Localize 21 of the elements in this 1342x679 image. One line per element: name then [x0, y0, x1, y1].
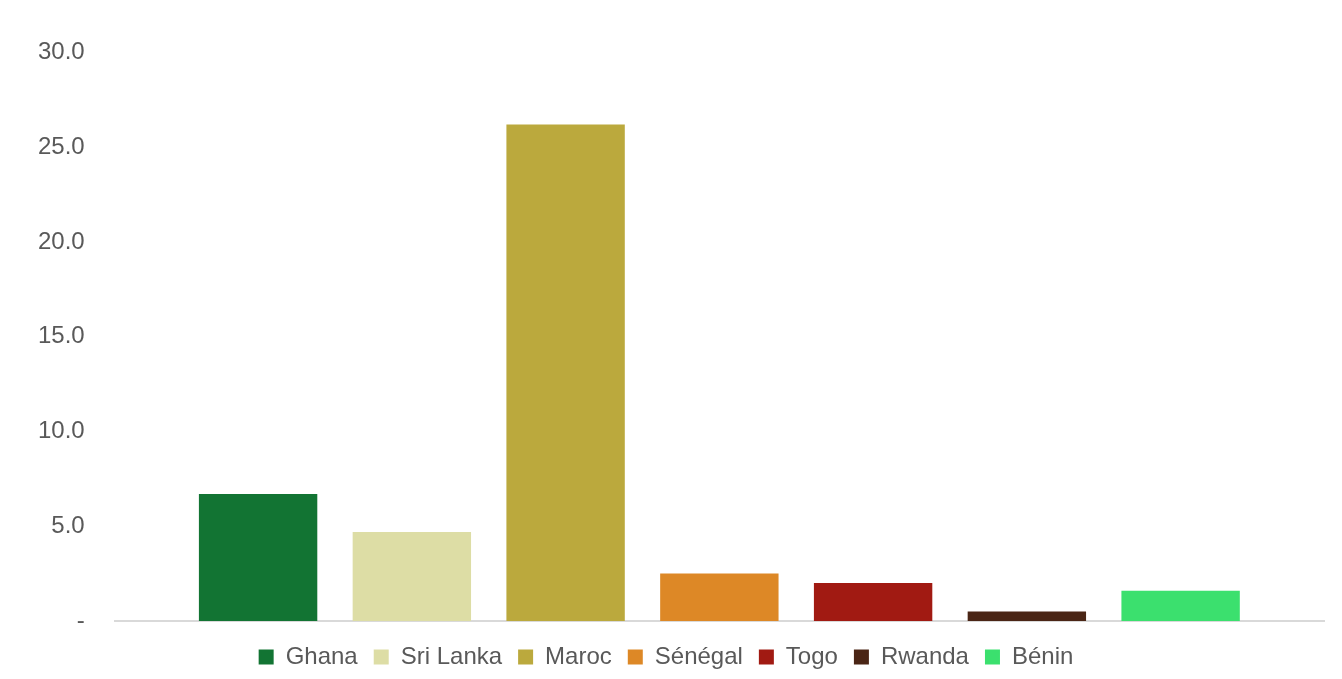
bar	[813, 583, 933, 621]
legend-label: Rwanda	[880, 641, 970, 669]
bar	[506, 124, 625, 621]
y-tick-label: 10.0	[37, 416, 85, 444]
y-tick-label: 15.0	[37, 321, 85, 349]
legend-label: Bénin	[1011, 641, 1074, 669]
y-tick-label: 25.0	[37, 131, 85, 159]
legend-label: Maroc	[545, 641, 612, 669]
y-tick-label: 30.0	[37, 37, 85, 65]
legend-label: Togo	[785, 641, 838, 669]
bar	[198, 494, 318, 621]
y-tick-label: 20.0	[37, 226, 85, 254]
legend-label: Ghana	[285, 641, 359, 669]
legend-label: Sri Lanka	[400, 641, 503, 669]
bar	[660, 573, 779, 621]
bar	[967, 611, 1087, 621]
legend-label: Sénégal	[654, 641, 743, 669]
bar	[1121, 590, 1240, 621]
y-tick-label: -	[76, 605, 85, 633]
y-tick-label: 5.0	[51, 510, 85, 538]
bar	[352, 531, 472, 621]
